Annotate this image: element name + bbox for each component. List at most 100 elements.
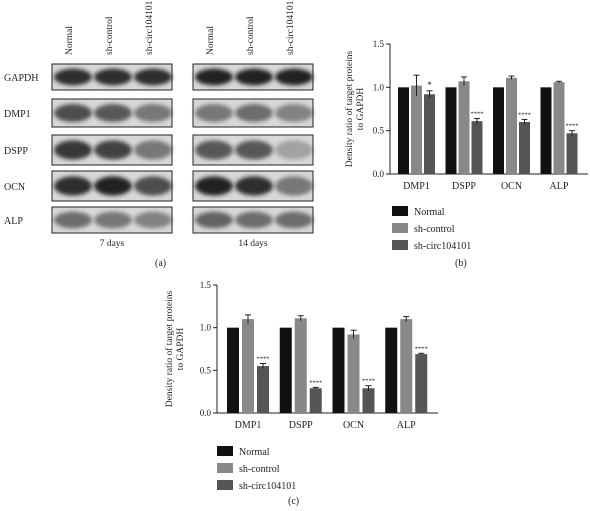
band — [195, 140, 233, 160]
y-axis-label-line1: Density ratio of target proteins — [164, 290, 175, 407]
band — [275, 140, 313, 160]
bar-alp-sh-control — [400, 319, 413, 413]
blot-strip-dmp1-14d — [192, 98, 314, 128]
lane-label-normal: Normal — [206, 26, 216, 55]
bar-ocn-sh-circ104101 — [362, 388, 375, 413]
lane-label-normal: Normal — [65, 26, 75, 55]
blot-strip-dmp1-7d — [51, 98, 173, 128]
bar-alp-normal — [540, 87, 552, 174]
significance-mark: **** — [415, 345, 428, 352]
blot-caption-7-days: 7 days — [100, 239, 125, 249]
band — [235, 104, 273, 122]
western-blot-panel: Normal Normal sh-control sh-control sh-circ1… — [4, 0, 314, 249]
band — [195, 176, 233, 196]
legend-swatch-sh-control — [217, 463, 233, 473]
protein-label-dspp: DSPP — [4, 146, 28, 157]
bar-dspp-sh-control — [458, 81, 470, 174]
band — [134, 176, 172, 196]
band — [275, 211, 313, 229]
band — [94, 140, 132, 160]
bar-chart-b: 0.0 0.5 1.0 1.5 Density ratio of target prot… — [344, 39, 588, 252]
lane-label-sh-control: sh-control — [105, 16, 115, 55]
y-tick-label: 1.0 — [373, 82, 385, 92]
legend-label-sh-circ104101: sh-circ104101 — [239, 481, 296, 492]
blot-strip-gapdh-14d — [192, 63, 314, 91]
bar-dspp-normal — [279, 327, 292, 413]
bar-dmp1-sh-circ104101 — [257, 366, 269, 413]
band — [94, 176, 132, 196]
band — [235, 176, 273, 196]
y-axis-label-line1: Density ratio of target proteins — [344, 50, 355, 167]
x-tick-label-ocn: OCN — [343, 420, 364, 431]
band — [235, 211, 273, 229]
x-tick-label-dspp: DSPP — [289, 420, 313, 431]
blot-strip-ocn-7d — [51, 170, 173, 202]
bar-ocn-normal — [493, 87, 504, 174]
band — [134, 68, 172, 86]
bar-alp-sh-circ104101 — [415, 354, 428, 413]
legend-label-sh-control: sh-control — [414, 224, 455, 235]
y-tick-label: 0.0 — [200, 408, 212, 418]
panel-label-a: (a) — [155, 258, 167, 269]
band — [195, 68, 233, 86]
significance-mark: **** — [566, 123, 579, 130]
band — [195, 211, 233, 229]
legend-label-normal: Normal — [239, 447, 270, 458]
blot-strip-dspp-7d — [51, 134, 173, 166]
blot-strip-alp-14d — [192, 206, 314, 234]
legend-swatch-sh-control — [392, 223, 408, 233]
x-tick-label-alp: ALP — [397, 420, 416, 431]
band — [94, 211, 132, 229]
band — [195, 104, 233, 122]
significance-mark: **** — [309, 379, 322, 386]
bar-dmp1-normal — [227, 327, 239, 413]
bar-dspp-sh-control — [294, 318, 307, 413]
band — [134, 140, 172, 160]
bar-dspp-normal — [445, 87, 457, 174]
panel-label-b: (b) — [455, 258, 467, 269]
protein-label-ocn: OCN — [4, 182, 25, 193]
bar-dmp1-sh-circ104101 — [424, 94, 435, 174]
significance-mark: **** — [518, 111, 531, 118]
y-tick-label: 1.5 — [373, 39, 385, 49]
legend-swatch-sh-circ104101 — [392, 240, 408, 250]
band — [54, 140, 92, 160]
band — [94, 104, 132, 122]
y-tick-label: 0.5 — [200, 365, 212, 375]
band — [94, 68, 132, 86]
bar-dmp1-sh-control — [242, 319, 254, 413]
band — [54, 68, 92, 86]
bar-alp-sh-circ104101 — [566, 133, 578, 174]
lane-label-sh-circ104101: sh-circ104101 — [286, 0, 296, 55]
significance-mark: **** — [257, 356, 270, 363]
bar-ocn-sh-circ104101 — [519, 122, 530, 174]
band — [275, 176, 313, 196]
x-tick-label-alp: ALP — [550, 181, 569, 192]
x-tick-label-dspp: DSPP — [452, 181, 476, 192]
legend-label-sh-circ104101: sh-circ104101 — [414, 241, 471, 252]
protein-label-alp: ALP — [4, 216, 23, 227]
bar-ocn-sh-control — [506, 77, 517, 174]
y-tick-label: 1.0 — [200, 323, 212, 333]
bar-dspp-sh-circ104101 — [471, 121, 483, 174]
blot-strip-alp-7d — [51, 206, 173, 234]
bar-dmp1-normal — [398, 87, 409, 174]
band — [275, 104, 313, 122]
x-tick-label-dmp1: DMP1 — [235, 420, 262, 431]
bar-ocn-normal — [332, 327, 345, 413]
bar-alp-sh-control — [553, 82, 565, 174]
y-axis-label-line2: to GAPDH — [176, 328, 186, 371]
y-axis-label-line2: to GAPDH — [356, 88, 366, 131]
bar-dmp1-sh-control — [411, 85, 422, 174]
panel-label-c: (c) — [288, 496, 300, 507]
band — [54, 176, 92, 196]
x-tick-label-dmp1: DMP1 — [403, 181, 430, 192]
blot-strip-ocn-14d — [192, 170, 314, 202]
legend-label-sh-control: sh-control — [239, 464, 280, 475]
protein-label-dmp1: DMP1 — [4, 109, 31, 120]
significance-mark: **** — [362, 378, 375, 385]
legend-swatch-sh-circ104101 — [217, 480, 233, 490]
x-tick-label-ocn: OCN — [501, 181, 522, 192]
band — [54, 104, 92, 122]
lane-label-sh-control: sh-control — [246, 16, 256, 55]
